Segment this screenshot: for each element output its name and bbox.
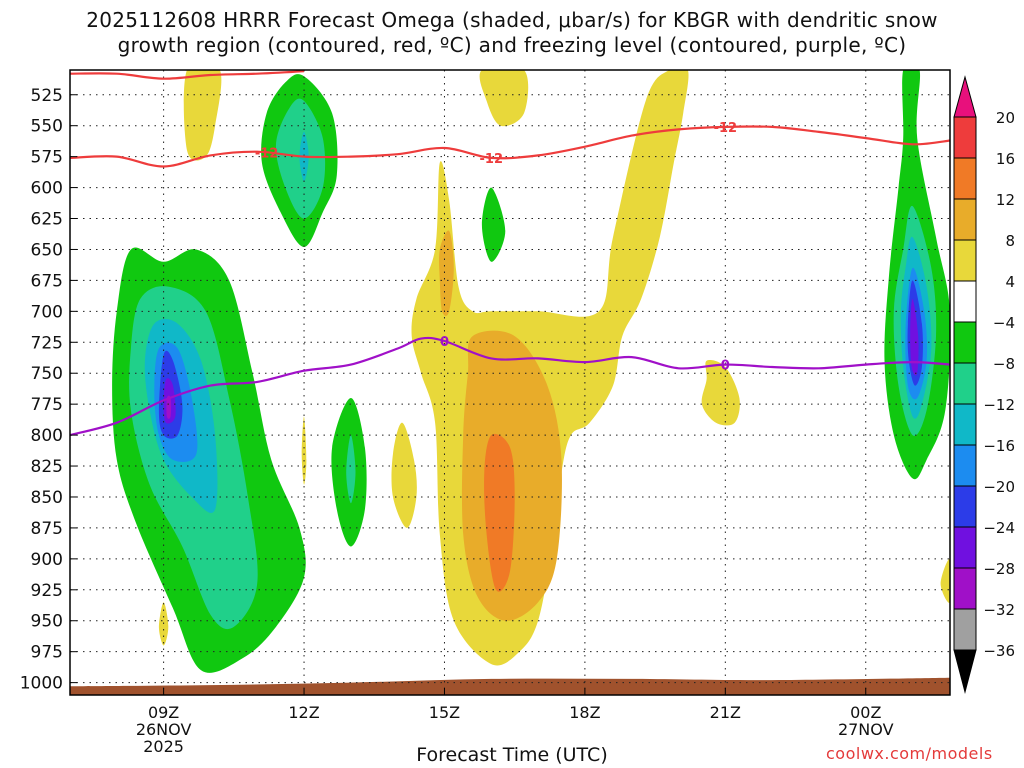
- y-tick-label: 700: [31, 302, 63, 322]
- colorbar-swatch: [953, 444, 977, 487]
- colorbar-label: −8: [993, 355, 1015, 373]
- omega-pos-corner-region: [940, 558, 950, 603]
- chart-title-line2: growth region (contoured, red, ºC) and f…: [117, 33, 907, 57]
- y-tick-label: 975: [31, 643, 63, 663]
- colorbar-swatch: [953, 526, 977, 569]
- colorbar-swatch: [953, 198, 977, 241]
- omega-neg-west-region: [166, 395, 172, 419]
- colorbar-label: 4: [1005, 273, 1015, 291]
- colorbar-top-arrow: [953, 75, 977, 118]
- omega-pos-mid-region: [701, 360, 740, 426]
- omega-neg-16z-region: [481, 187, 506, 262]
- freezing-level-line: [70, 336, 950, 437]
- colorbar-bottom-arrow: [953, 649, 977, 694]
- colorbar-swatch: [953, 157, 977, 200]
- colorbar-swatch: [953, 362, 977, 405]
- dgz-contour-line-label: -12: [714, 121, 738, 136]
- plot-frame: [69, 69, 951, 696]
- colorbar-label: −24: [983, 519, 1015, 537]
- axes: 525 550 575 600 625 650 675 700 725 750 775 800 825 8…: [20, 69, 951, 756]
- y-tick-label: 675: [31, 271, 63, 291]
- colorbar-swatch: [953, 321, 977, 364]
- colorbar-label: −28: [983, 560, 1015, 578]
- colorbar-swatch: [953, 403, 977, 446]
- x-tick-label: 26NOV: [136, 720, 192, 739]
- dgz-contour-line-top: [70, 70, 305, 80]
- colorbar-swatch: [953, 239, 977, 282]
- colorbar-label: −36: [983, 642, 1015, 660]
- credit-link[interactable]: coolwx.com/models: [826, 744, 993, 763]
- x-tick-label: 21Z: [710, 703, 741, 722]
- colorbar-swatch: [953, 608, 977, 651]
- colorbar-label: −32: [983, 601, 1015, 619]
- colorbar: 20 16 12 8 4 −4 −8 −12 −16 −20 −24 −28 −32 −36: [953, 75, 1015, 694]
- x-tick-label: 27NOV: [838, 720, 894, 739]
- colorbar-swatch: [953, 280, 977, 323]
- y-tick-label: 575: [31, 148, 63, 168]
- y-tick-label: 650: [31, 240, 63, 260]
- y-tick-label: 1000: [20, 674, 63, 694]
- y-tick-label: 775: [31, 395, 63, 415]
- colorbar-swatch: [953, 485, 977, 528]
- x-tick-label: 09Z: [148, 703, 179, 722]
- x-axis-label: Forecast Time (UTC): [416, 744, 608, 766]
- y-tick-label: 950: [31, 612, 63, 632]
- chart-title-line1: 2025112608 HRRR Forecast Omega (shaded, …: [86, 8, 938, 32]
- colorbar-label: −20: [983, 478, 1015, 496]
- omega-shading: [112, 70, 950, 673]
- y-tick-label: 850: [31, 488, 63, 508]
- colorbar-label: −12: [983, 396, 1015, 414]
- x-tick-label: 12Z: [288, 703, 319, 722]
- y-tick-label: 875: [31, 519, 63, 539]
- y-tick-label: 800: [31, 426, 63, 446]
- y-tick-label: 900: [31, 550, 63, 570]
- dgz-contour-line: [70, 125, 950, 168]
- y-tick-label: 625: [31, 210, 63, 230]
- colorbar-swatch: [953, 567, 977, 610]
- omega-pos-top-region: [183, 70, 222, 161]
- omega-pos-center-region: [438, 230, 454, 317]
- freezing-level-line-label: 0: [440, 335, 449, 350]
- x-tick-label: 00Z: [850, 703, 881, 722]
- omega-pos-small-region: [391, 422, 417, 528]
- x-tick-label: 2025: [143, 737, 184, 756]
- y-tick-label: 750: [31, 364, 63, 384]
- colorbar-swatch: [953, 116, 977, 159]
- omega-pos-small-region: [301, 416, 307, 485]
- y-tick-label: 725: [31, 333, 63, 353]
- dgz-contour-line-label: -12: [480, 152, 504, 167]
- dgz-contour-line-label: -12: [255, 147, 279, 162]
- omega-neg-east-region: [910, 298, 919, 376]
- grid: [70, 70, 950, 695]
- omega-pos-center-region: [484, 433, 515, 592]
- terrain-strip: [70, 677, 950, 695]
- y-tick-label: 825: [31, 457, 63, 477]
- omega-neg-13z-region: [346, 435, 356, 504]
- contour-lines: -12 -12 -12 0 0: [70, 70, 950, 437]
- y-tick-label: 550: [31, 117, 63, 137]
- x-tick-label: 15Z: [429, 703, 460, 722]
- colorbar-label: 12: [996, 191, 1015, 209]
- freezing-level-line-label: 0: [721, 359, 730, 374]
- omega-pos-top-region: [479, 70, 529, 127]
- colorbar-label: 20: [996, 109, 1015, 127]
- y-tick-label: 925: [31, 581, 63, 601]
- terrain: [70, 677, 950, 695]
- colorbar-label: −4: [993, 314, 1015, 332]
- colorbar-label: 16: [996, 150, 1015, 168]
- y-tick-label: 525: [31, 86, 63, 106]
- y-tick-label: 600: [31, 179, 63, 199]
- colorbar-label: −16: [983, 437, 1015, 455]
- colorbar-label: 8: [1005, 232, 1015, 250]
- x-tick-label: 18Z: [569, 703, 600, 722]
